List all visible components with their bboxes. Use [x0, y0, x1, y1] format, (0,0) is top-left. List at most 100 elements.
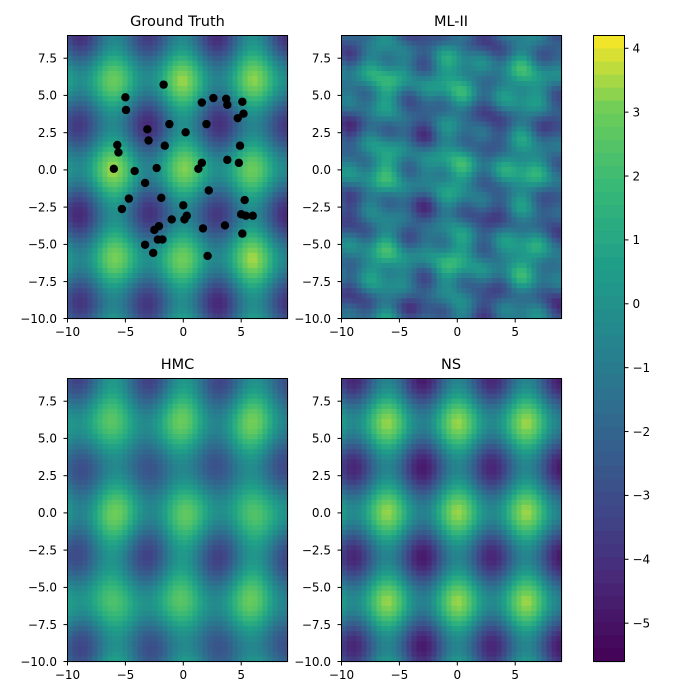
heatmap-cell [282, 50, 289, 57]
heatmap-cell [147, 237, 154, 244]
heatmap-cell [262, 278, 269, 284]
heatmap-cell [77, 232, 84, 239]
heatmap-cell [282, 70, 289, 77]
heatmap-cell [187, 80, 194, 87]
heatmap-cell [202, 146, 209, 153]
heatmap-cell [456, 212, 463, 219]
heatmap-cell [252, 161, 259, 168]
heatmap-cell [77, 242, 84, 249]
heatmap-cell [426, 116, 433, 123]
heatmap-cell [361, 80, 368, 87]
heatmap-cell [346, 293, 353, 299]
heatmap-cell [476, 303, 483, 309]
heatmap-cell [212, 126, 219, 133]
heatmap-cell [376, 86, 383, 92]
heatmap-cell [242, 45, 249, 52]
heatmap-cell [526, 91, 533, 97]
heatmap-cell [232, 293, 239, 299]
heatmap-cell [217, 40, 224, 47]
heatmap-cell [127, 212, 134, 219]
heatmap-cell [446, 207, 453, 213]
heatmap-cell [112, 106, 119, 112]
heatmap-cell [506, 101, 513, 107]
heatmap-cell [376, 151, 383, 158]
heatmap-cell [252, 267, 259, 274]
heatmap-cell [182, 55, 189, 62]
heatmap-cell [351, 166, 358, 173]
heatmap-cell [182, 283, 189, 289]
heatmap-cell [187, 55, 194, 62]
heatmap-cell [147, 273, 154, 279]
heatmap-cell [346, 242, 353, 249]
heatmap-cell [217, 308, 224, 315]
heatmap-cell [167, 252, 174, 259]
heatmap-cell [277, 86, 284, 92]
heatmap-cell [267, 156, 274, 163]
heatmap-cell [97, 283, 104, 289]
heatmap-cell [536, 40, 543, 47]
heatmap-cell [391, 86, 398, 92]
heatmap-cell [107, 207, 114, 213]
heatmap-cell [481, 207, 488, 213]
heatmap-cell [456, 202, 463, 208]
heatmap-cell [476, 75, 483, 82]
heatmap-cell [521, 247, 528, 254]
heatmap-cell [117, 227, 124, 234]
heatmap-cell [426, 86, 433, 92]
heatmap-cell [77, 313, 84, 320]
heatmap-cell [451, 86, 458, 92]
heatmap-cell [192, 80, 199, 87]
heatmap-cell [162, 101, 169, 107]
heatmap-cell [282, 101, 289, 107]
heatmap-cell [526, 242, 533, 249]
heatmap-cell [182, 273, 189, 279]
heatmap-cell [192, 86, 199, 92]
heatmap-cell [461, 171, 468, 178]
heatmap-cell [282, 111, 289, 117]
heatmap-cell [481, 187, 488, 193]
heatmap-cell [257, 126, 264, 133]
heatmap-cell [257, 303, 264, 309]
heatmap-cell [481, 197, 488, 203]
heatmap-cell [282, 60, 289, 67]
heatmap-cell [107, 116, 114, 123]
heatmap-cell [351, 45, 358, 52]
heatmap-cell [526, 60, 533, 67]
heatmap-cell [107, 232, 114, 239]
heatmap-cell [476, 242, 483, 249]
heatmap-cell [187, 126, 194, 133]
heatmap-cell [262, 75, 269, 82]
heatmap-cell [371, 75, 378, 82]
heatmap-cell [227, 106, 234, 112]
heatmap-cell [521, 222, 528, 229]
heatmap-cell [137, 75, 144, 82]
heatmap-cell [122, 171, 129, 178]
heatmap-cell [82, 202, 89, 208]
heatmap-cell [182, 171, 189, 178]
heatmap-cell [67, 40, 74, 47]
heatmap-cell [441, 106, 448, 112]
heatmap-cell [192, 50, 199, 57]
heatmap-cell [416, 121, 423, 128]
heatmap-cell [381, 267, 388, 274]
heatmap-cell [82, 232, 89, 239]
heatmap-cell [341, 232, 348, 239]
heatmap-cell [511, 192, 518, 198]
heatmap-cell [491, 146, 498, 153]
heatmap-cell [556, 288, 563, 294]
heatmap-cell [87, 262, 94, 269]
heatmap-cell [67, 252, 74, 259]
heatmap-cell [436, 187, 443, 193]
heatmap-cell [421, 283, 428, 289]
heatmap-cell [157, 45, 164, 52]
heatmap-cell [147, 65, 154, 72]
heatmap-cell [72, 232, 79, 239]
heatmap-cell [267, 278, 274, 284]
heatmap-cell [341, 45, 348, 52]
heatmap-cell [551, 106, 558, 112]
heatmap-cell [77, 91, 84, 97]
heatmap-cell [282, 202, 289, 208]
heatmap-cell [371, 55, 378, 62]
scatter-point [140, 240, 150, 249]
heatmap-cell [222, 257, 229, 264]
